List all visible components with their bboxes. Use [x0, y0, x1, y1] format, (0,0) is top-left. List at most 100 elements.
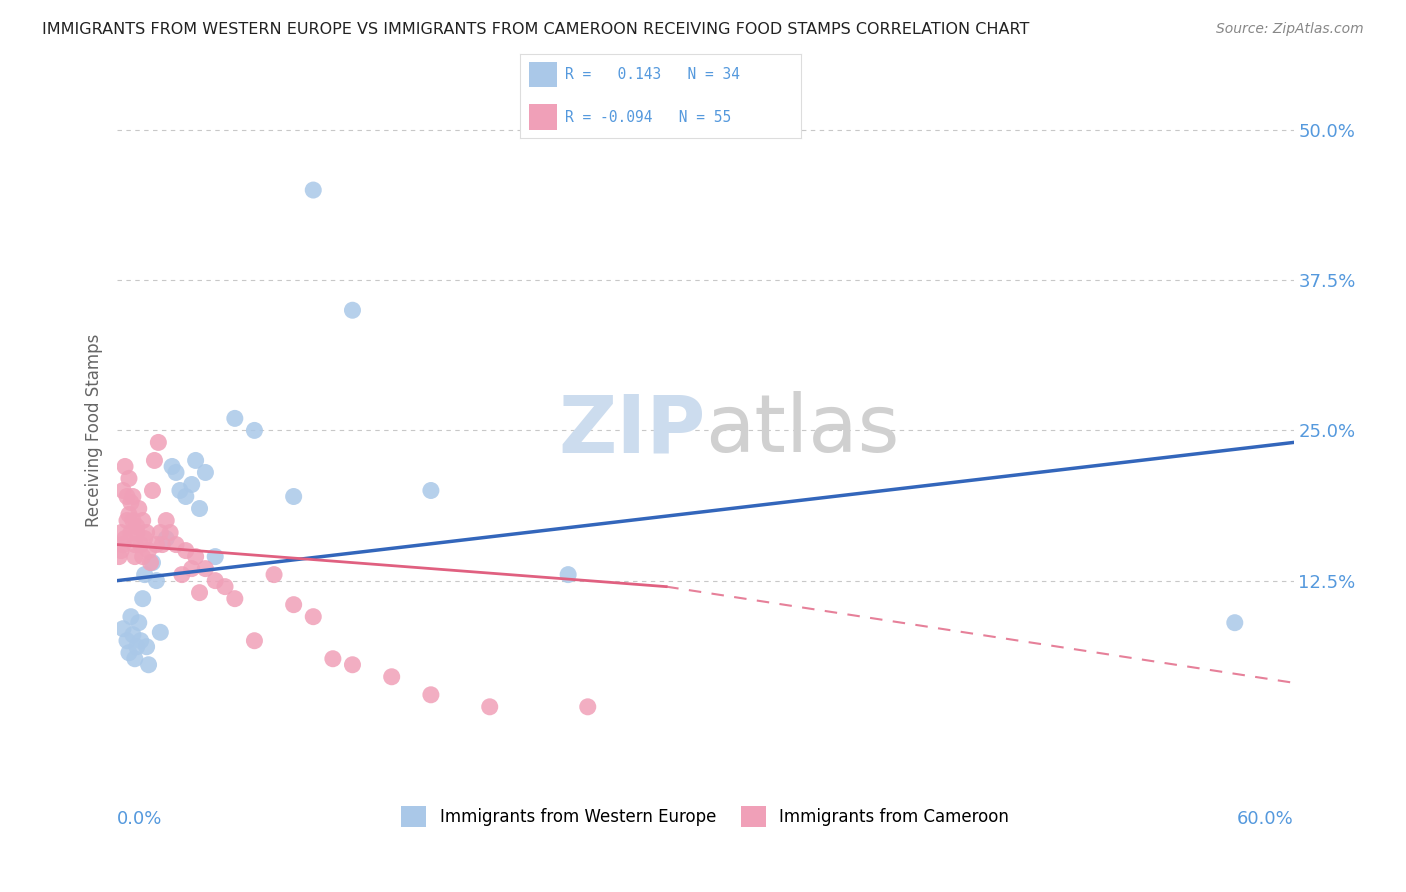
Point [141, 556, 163, 570]
Point [135, 525, 157, 540]
Point [141, 483, 163, 498]
Point [302, 183, 325, 197]
Point [283, 598, 305, 612]
Point [110, 543, 132, 558]
Point [149, 525, 172, 540]
Point [114, 532, 136, 546]
FancyBboxPatch shape [529, 104, 557, 130]
Point [125, 519, 148, 533]
Point [122, 628, 145, 642]
Point [184, 549, 207, 564]
Point [115, 514, 138, 528]
Point [302, 609, 325, 624]
Point [263, 567, 285, 582]
Point [124, 538, 146, 552]
Point [120, 609, 142, 624]
Point [120, 495, 142, 509]
Point [188, 501, 211, 516]
Point [214, 580, 236, 594]
Point [159, 525, 181, 540]
Text: Source: ZipAtlas.com: Source: ZipAtlas.com [1216, 22, 1364, 37]
Point [419, 483, 441, 498]
Point [134, 532, 156, 546]
Point [122, 490, 145, 504]
Point [115, 633, 138, 648]
Point [194, 561, 217, 575]
Point [165, 538, 187, 552]
Y-axis label: Receiving Food Stamps: Receiving Food Stamps [86, 334, 103, 527]
Point [184, 453, 207, 467]
Point [131, 514, 153, 528]
Point [243, 633, 266, 648]
Point [110, 525, 132, 540]
Point [322, 652, 344, 666]
Point [160, 459, 183, 474]
Text: 0.0%: 0.0% [117, 810, 163, 829]
Text: R = -0.094   N = 55: R = -0.094 N = 55 [565, 110, 731, 125]
Point [188, 585, 211, 599]
Point [180, 561, 202, 575]
Point [342, 303, 364, 318]
Point [149, 625, 172, 640]
Point [283, 490, 305, 504]
Point [138, 543, 160, 558]
Point [170, 567, 193, 582]
Point [204, 574, 226, 588]
Text: 60.0%: 60.0% [1237, 810, 1294, 829]
Point [145, 538, 167, 552]
Point [174, 490, 197, 504]
Point [112, 622, 135, 636]
Point [118, 508, 141, 522]
Point [131, 549, 153, 564]
Point [419, 688, 441, 702]
Point [224, 591, 246, 606]
Point [243, 424, 266, 438]
Point [134, 567, 156, 582]
Point [125, 640, 148, 654]
Point [557, 567, 579, 582]
Point [155, 532, 177, 546]
Text: atlas: atlas [706, 392, 900, 469]
Point [122, 514, 145, 528]
Point [148, 435, 170, 450]
Point [381, 670, 404, 684]
Point [114, 459, 136, 474]
Point [155, 514, 177, 528]
Point [108, 549, 131, 564]
Point [174, 543, 197, 558]
Point [112, 538, 135, 552]
Point [1223, 615, 1246, 630]
Point [131, 591, 153, 606]
Point [129, 633, 152, 648]
Point [115, 490, 138, 504]
Point [576, 699, 599, 714]
Point [128, 615, 150, 630]
Point [169, 483, 191, 498]
FancyBboxPatch shape [529, 62, 557, 87]
Point [165, 466, 187, 480]
Point [124, 652, 146, 666]
Point [124, 549, 146, 564]
Legend: Immigrants from Western Europe, Immigrants from Cameroon: Immigrants from Western Europe, Immigran… [395, 799, 1017, 833]
Point [129, 538, 152, 552]
Point [139, 556, 162, 570]
Point [118, 471, 141, 485]
Point [478, 699, 501, 714]
Point [224, 411, 246, 425]
Point [145, 574, 167, 588]
Point [143, 453, 166, 467]
Point [150, 538, 173, 552]
Point [138, 657, 160, 672]
Point [125, 525, 148, 540]
Point [204, 549, 226, 564]
Point [180, 477, 202, 491]
Text: ZIP: ZIP [558, 392, 706, 469]
Point [128, 501, 150, 516]
Point [342, 657, 364, 672]
Text: IMMIGRANTS FROM WESTERN EUROPE VS IMMIGRANTS FROM CAMEROON RECEIVING FOOD STAMPS: IMMIGRANTS FROM WESTERN EUROPE VS IMMIGR… [42, 22, 1029, 37]
Point [112, 483, 135, 498]
Point [194, 466, 217, 480]
Point [118, 646, 141, 660]
Point [120, 525, 142, 540]
Point [135, 640, 157, 654]
